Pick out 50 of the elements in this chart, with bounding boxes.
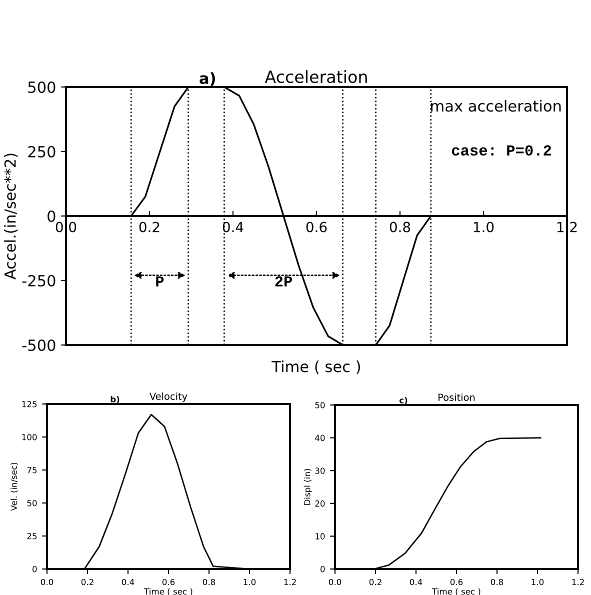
y-tick-label: 50: [315, 402, 325, 408]
y-tick-label: 10: [316, 533, 325, 540]
x-tick-label: 1.0: [244, 578, 256, 586]
y-tick-label: 20: [315, 500, 325, 507]
annotation: case: P=0.2: [452, 145, 552, 156]
annotation: max acceleration: [431, 100, 561, 112]
y-tick-label: -250: [22, 274, 56, 287]
x-tick-label: 0.0: [40, 578, 54, 586]
y-tick-label: 30: [315, 468, 325, 474]
chart-title: Acceleration: [264, 70, 367, 84]
y-tick-label: 0: [48, 210, 56, 222]
x-tick-label: 0.8: [490, 578, 504, 586]
x-tick-label: 0.8: [202, 578, 216, 586]
chart-title: Velocity: [150, 392, 188, 402]
x-tick-label: 1.2: [284, 578, 296, 586]
y-tick-label: 500: [28, 81, 56, 94]
y-tick-label: 125: [22, 400, 37, 408]
y-axis-title: Displ (in): [304, 469, 312, 505]
x-tick-label: 0.4: [410, 578, 422, 586]
x-tick-label: 0.6: [450, 578, 463, 586]
y-tick-label: -500: [22, 339, 56, 352]
x-tick-label: 0.2: [81, 578, 94, 586]
x-tick-label: 1.2: [572, 578, 584, 586]
y-axis-title: Accel.(in/sec**2): [4, 154, 18, 280]
y-tick-label: 0: [320, 566, 325, 572]
x-tick-label: 0.4: [222, 222, 244, 232]
x-axis-title: Time ( sec ): [272, 360, 360, 374]
x-tick-label: 0.4: [122, 578, 134, 586]
y-tick-label: 250: [28, 146, 56, 158]
annotation: P: [156, 276, 164, 286]
text: a): [200, 72, 215, 86]
text: c): [400, 396, 408, 404]
y-tick-label: 40: [315, 434, 325, 442]
chart-title: Position: [438, 393, 475, 401]
x-tick-label: 1.0: [474, 222, 494, 232]
y-axis-title: Vel. (in/sec): [10, 462, 18, 511]
x-tick-label: 0.8: [390, 222, 410, 232]
annotation: 2P: [275, 276, 292, 286]
y-tick-label: 0: [32, 566, 37, 572]
x-tick-label: 0.0: [328, 578, 342, 586]
x-tick-label: 0.2: [139, 222, 160, 232]
x-tick-label: 0.6: [162, 578, 175, 586]
text: b): [110, 396, 120, 404]
y-tick-label: 25: [27, 532, 37, 540]
x-tick-label: 0.2: [369, 578, 382, 586]
y-tick-label: 75: [27, 467, 37, 474]
x-tick-label: 1.0: [532, 578, 544, 586]
x-tick-label: 0.6: [306, 222, 327, 232]
y-tick-label: 50: [27, 500, 37, 506]
y-tick-label: 100: [22, 434, 37, 440]
